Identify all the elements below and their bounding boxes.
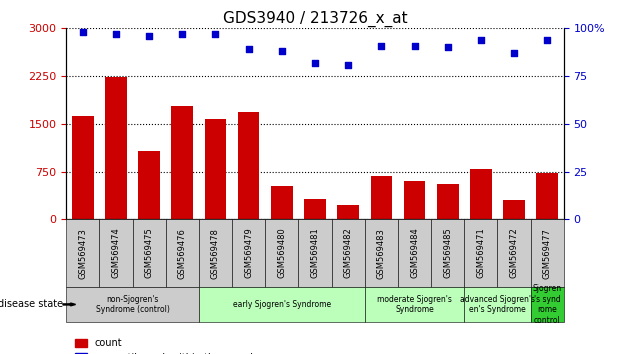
Text: GSM569479: GSM569479 <box>244 228 253 279</box>
Point <box>509 50 519 56</box>
Text: GSM569473: GSM569473 <box>78 228 87 279</box>
Point <box>210 31 220 37</box>
Bar <box>139 151 160 219</box>
Text: GSM569485: GSM569485 <box>444 228 452 279</box>
Point <box>177 31 187 37</box>
Point <box>310 60 320 65</box>
Bar <box>503 200 525 219</box>
Text: GSM569478: GSM569478 <box>211 228 220 279</box>
Bar <box>271 186 292 219</box>
Point <box>77 29 88 35</box>
Point <box>443 45 453 50</box>
Point <box>542 37 553 42</box>
Bar <box>404 181 425 219</box>
Point <box>111 31 121 37</box>
Text: GSM569483: GSM569483 <box>377 228 386 279</box>
Bar <box>338 205 359 219</box>
Text: disease state: disease state <box>0 299 63 309</box>
Point <box>277 48 287 54</box>
Bar <box>437 184 459 219</box>
Text: GSM569471: GSM569471 <box>476 228 485 279</box>
Text: GSM569477: GSM569477 <box>543 228 552 279</box>
Text: GSM569474: GSM569474 <box>112 228 120 279</box>
Text: advanced Sjogren's
en's Syndrome: advanced Sjogren's en's Syndrome <box>460 295 535 314</box>
Bar <box>470 169 491 219</box>
Point <box>410 43 420 48</box>
Point <box>144 33 154 39</box>
Point <box>244 46 254 52</box>
Bar <box>105 78 127 219</box>
Text: GSM569472: GSM569472 <box>510 228 518 279</box>
Text: non-Sjogren's
Syndrome (control): non-Sjogren's Syndrome (control) <box>96 295 169 314</box>
Text: GSM569476: GSM569476 <box>178 228 186 279</box>
Bar <box>304 199 326 219</box>
Bar <box>238 113 260 219</box>
Text: GSM569482: GSM569482 <box>344 228 353 279</box>
Text: Sjogren
's synd
rome
control: Sjogren 's synd rome control <box>533 284 562 325</box>
Bar <box>370 176 392 219</box>
Text: moderate Sjogren's
Syndrome: moderate Sjogren's Syndrome <box>377 295 452 314</box>
Point <box>343 62 353 68</box>
Text: GSM569484: GSM569484 <box>410 228 419 279</box>
Text: GSM569475: GSM569475 <box>145 228 154 279</box>
Bar <box>171 106 193 219</box>
Bar <box>72 116 93 219</box>
Point <box>476 37 486 42</box>
Legend: count, percentile rank within the sample: count, percentile rank within the sample <box>71 334 263 354</box>
Text: early Sjogren's Syndrome: early Sjogren's Syndrome <box>232 300 331 309</box>
Point <box>376 43 386 48</box>
Title: GDS3940 / 213726_x_at: GDS3940 / 213726_x_at <box>222 11 408 27</box>
Text: GSM569481: GSM569481 <box>311 228 319 279</box>
Bar <box>205 119 226 219</box>
Bar <box>537 173 558 219</box>
Text: GSM569480: GSM569480 <box>277 228 286 279</box>
